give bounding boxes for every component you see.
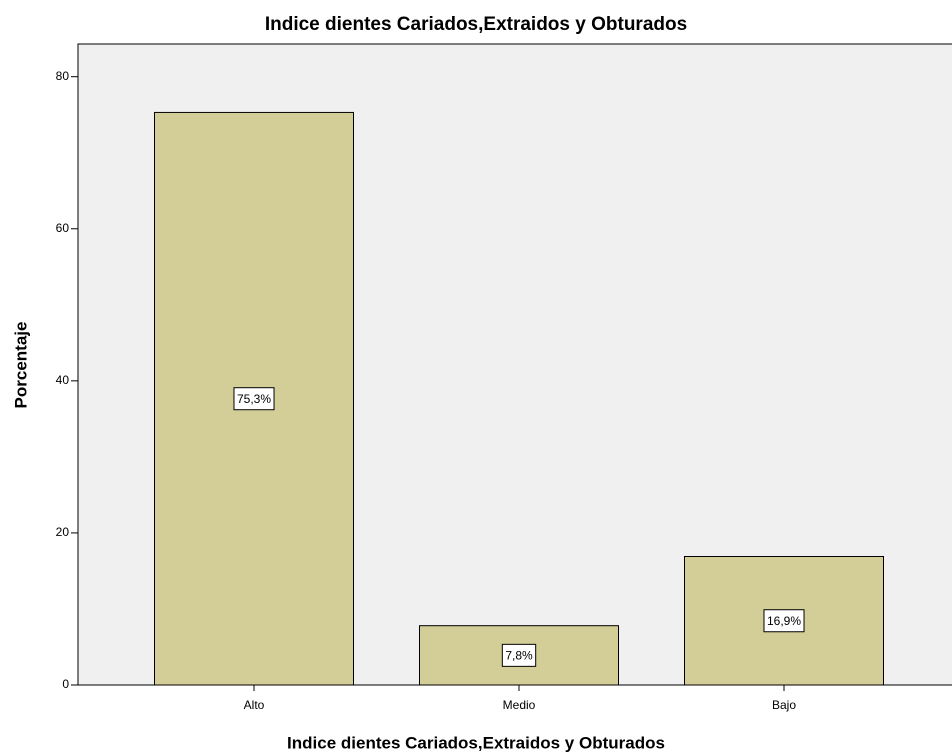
- data-label-box: [233, 387, 275, 411]
- y-axis-title: Porcentaje: [11, 322, 30, 409]
- x-tick-label: Bajo: [772, 698, 796, 712]
- x-tick-label: Alto: [244, 698, 265, 712]
- y-tick-label: 0: [62, 677, 69, 691]
- data-label-box: [763, 609, 805, 633]
- chart-title: Indice dientes Cariados,Extraidos y Obtu…: [265, 14, 687, 35]
- y-tick-label: 40: [56, 373, 70, 387]
- data-label: 75,3%: [237, 392, 271, 406]
- y-tick-label: 60: [56, 221, 70, 235]
- y-tick-label: 80: [56, 69, 70, 83]
- data-label-box: [501, 643, 537, 667]
- y-tick-label: 20: [56, 525, 70, 539]
- x-tick-label: Medio: [503, 698, 536, 712]
- x-axis-title: Indice dientes Cariados,Extraidos y Obtu…: [287, 733, 665, 752]
- data-label: 7,8%: [505, 649, 533, 663]
- data-label: 16,9%: [767, 614, 801, 628]
